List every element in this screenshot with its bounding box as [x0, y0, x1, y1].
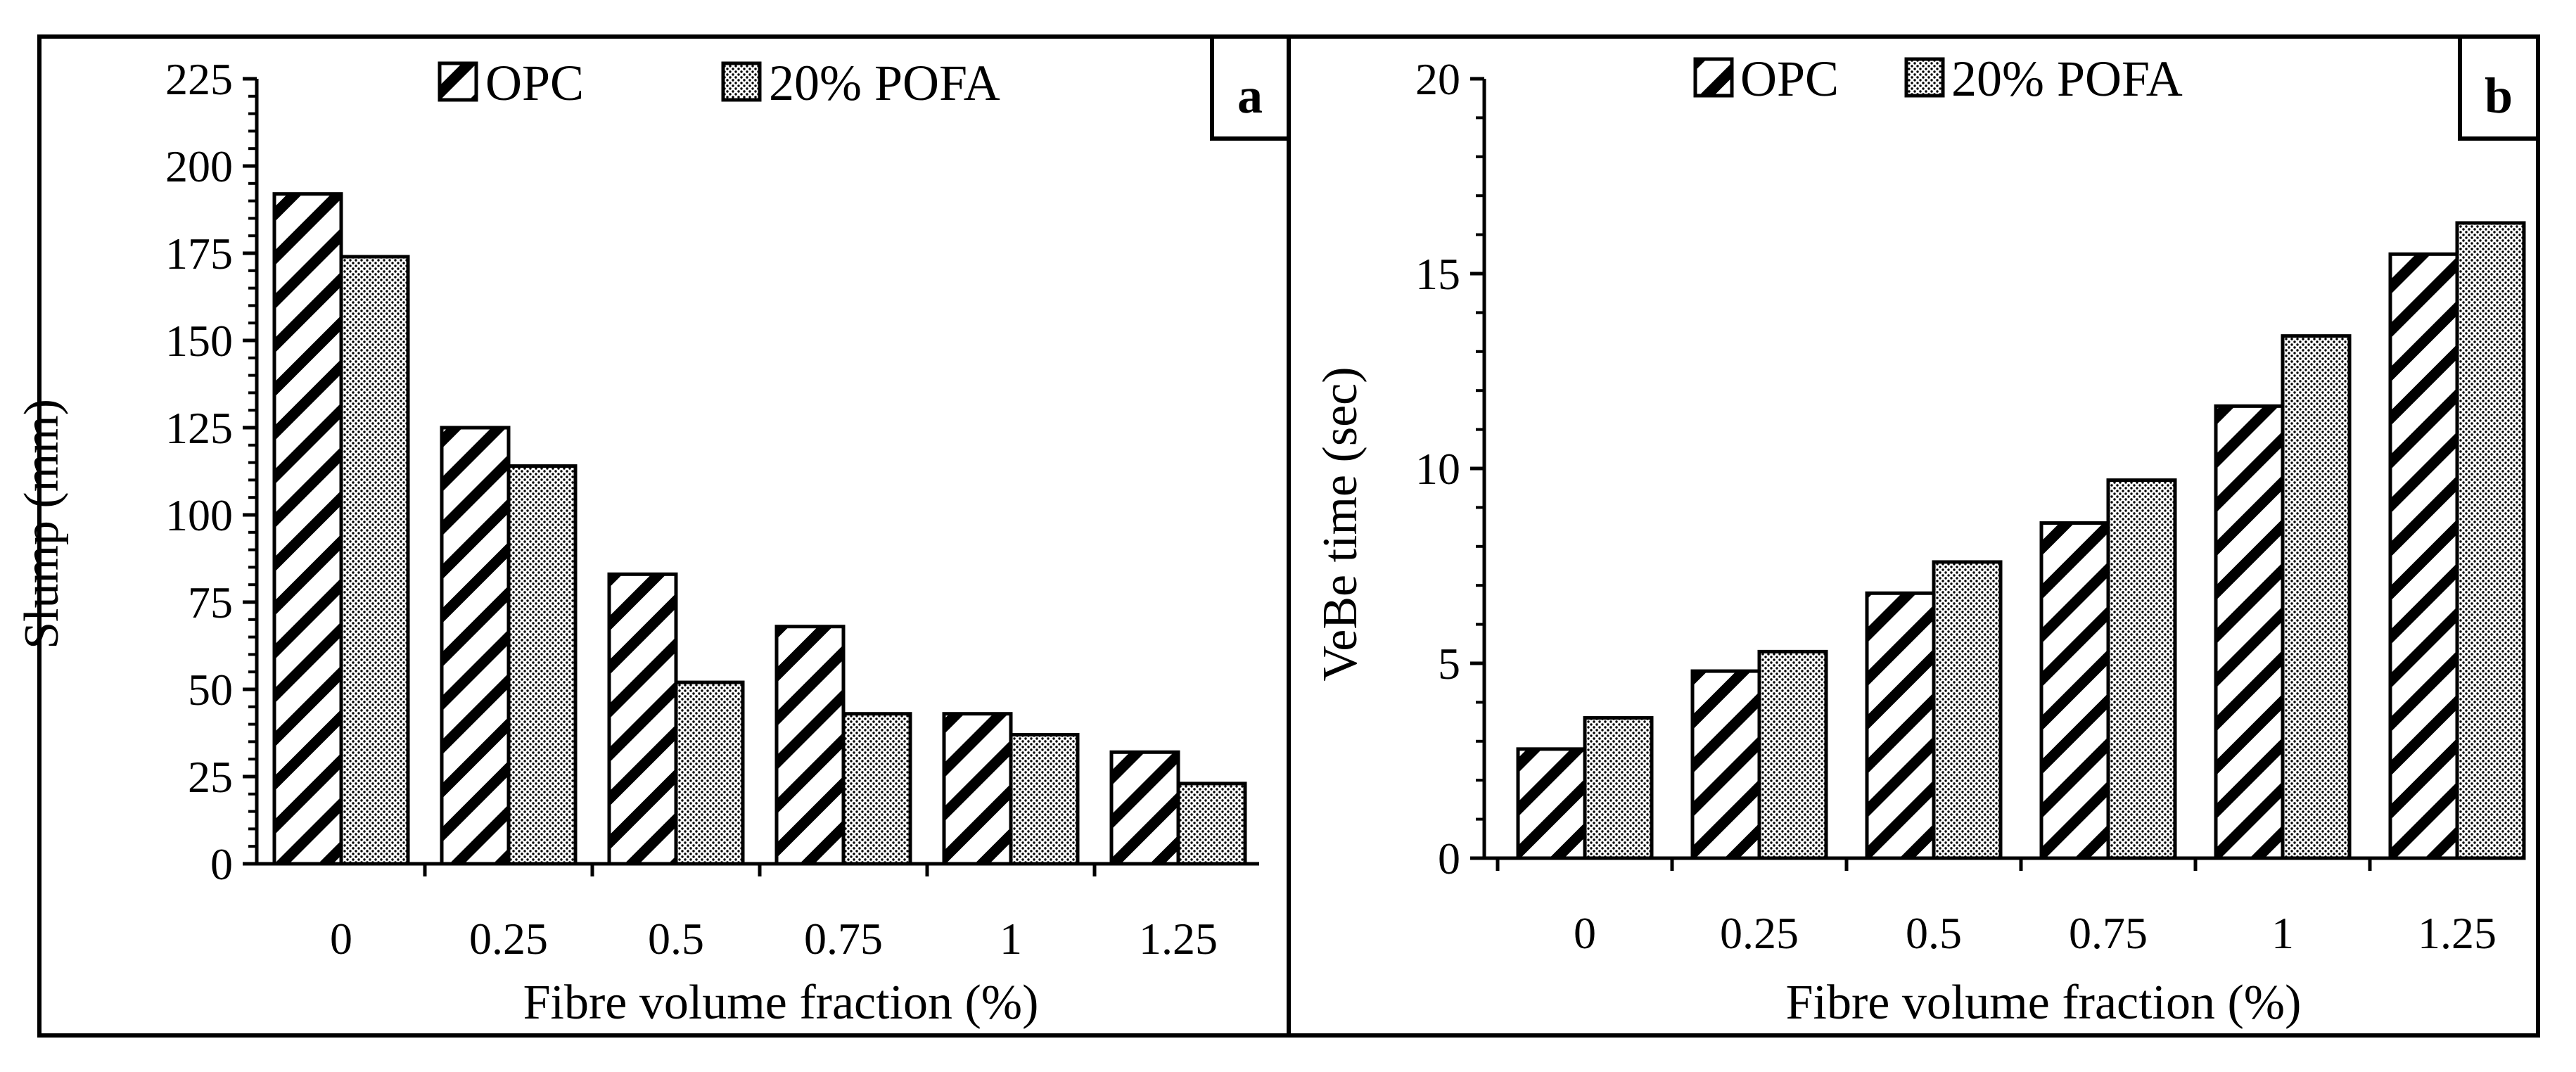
- panel-b-bar-opc: [2214, 404, 2285, 860]
- panel-a-y-tick-label: 0: [210, 839, 233, 889]
- panel-b-bar-pofa: [1932, 560, 2003, 860]
- panel-b-bar-pofa: [1757, 649, 1828, 860]
- panel-a-bar-pofa: [1009, 732, 1080, 866]
- panel-b-ylabel: VeBe time (sec): [1313, 366, 1367, 681]
- panel-a-y-tick-label: 225: [165, 54, 233, 104]
- panel-a-y-tick-label: 50: [188, 665, 233, 715]
- panel-b-x-tick-label: 0.75: [2069, 908, 2148, 958]
- panel-a-y-tick-label: 200: [165, 141, 233, 191]
- legend-swatch-pofa: [721, 61, 762, 102]
- panel-a-x-tick-label: 0.5: [648, 914, 704, 964]
- panel-b-y-tick-label: 15: [1415, 249, 1460, 299]
- legend-label-pofa: 20% POFA: [1951, 51, 2183, 107]
- panel-a-x-tick-label: 1: [1000, 914, 1022, 964]
- panel-a-letter-box: [1210, 34, 1291, 141]
- panel-b-letter: b: [2485, 68, 2513, 124]
- panel-a-y-tick-label: 150: [165, 316, 233, 366]
- panel-b-legend: OPC 20% POFA: [1693, 51, 2183, 107]
- panel-b-bar-opc: [1865, 591, 1936, 860]
- panel-b-x-tick-label: 0.5: [1906, 908, 1962, 958]
- panel-a-y-tick-label: 75: [188, 578, 233, 627]
- panel-b-bar-pofa: [1583, 716, 1654, 860]
- panel-a-y-tick-label: 25: [188, 752, 233, 802]
- panel-b-frame: [1287, 34, 2540, 1038]
- panel-b-y-tick-label: 10: [1415, 444, 1460, 494]
- panel-a-bar-opc: [1109, 750, 1180, 866]
- panel-a-bar-opc: [440, 426, 511, 866]
- panel-b: 0 5 10 15 20 0 0.25 0.5 0.75 1 1.25 VeBe time (sec…: [1287, 34, 2540, 1038]
- panel-a-y-tick-label: 175: [165, 229, 233, 279]
- panel-b-y-tick-label: 0: [1438, 834, 1460, 883]
- panel-a-y-tick-label: 125: [165, 403, 233, 453]
- panel-b-x-tick-label: 1.25: [2418, 908, 2497, 958]
- panel-a-bar-opc: [272, 192, 343, 866]
- panel-b-bar-opc: [2388, 252, 2459, 860]
- legend-swatch-pofa: [1904, 57, 1945, 98]
- panel-b-x-tick-label: 1: [2271, 908, 2294, 958]
- panel-a-bar-opc: [607, 572, 678, 866]
- panel-a-x-tick-label: 1.25: [1139, 914, 1218, 964]
- panel-a-letter: a: [1237, 68, 1263, 124]
- legend-swatch-opc: [438, 61, 478, 102]
- panel-a-bar-pofa: [506, 464, 578, 866]
- panel-b-bar-pofa: [2281, 334, 2352, 860]
- panel-a-ylabel: Slump (mm): [15, 399, 69, 649]
- panel-b-xlabel: Fibre volume fraction (%): [1786, 976, 2302, 1030]
- panel-b-x-tick-label: 0: [1574, 908, 1596, 958]
- panel-b-bar-opc: [1690, 669, 1761, 860]
- panel-a-bar-opc: [942, 712, 1013, 866]
- panel-b-plot: 0 5 10 15 20 0 0.25 0.5 0.75 1 1.25: [1415, 54, 2526, 958]
- panel-b-y-tick-label: 5: [1438, 639, 1460, 689]
- panel-b-bar-pofa: [2106, 478, 2177, 860]
- legend-label-opc: OPC: [1740, 51, 1839, 107]
- legend-label-opc: OPC: [485, 55, 584, 111]
- panel-a-bar-opc: [774, 625, 846, 866]
- panel-a-bar-pofa: [674, 680, 745, 866]
- panel-a-legend: OPC 20% POFA: [438, 55, 1000, 111]
- panel-b-y-tick-label: 20: [1415, 54, 1460, 104]
- panel-b-bar-opc: [2039, 521, 2110, 860]
- panel-b-bar-pofa: [2455, 221, 2526, 860]
- legend-label-pofa: 20% POFA: [769, 55, 1000, 111]
- panel-a: 0 25 50 75 100 125 150 175 200 225 0 0.25 0.5 0.75 1 1.…: [15, 34, 1291, 1038]
- panel-a-bar-pofa: [339, 255, 410, 866]
- panel-b-x-tick-label: 0.25: [1720, 908, 1799, 958]
- panel-a-x-tick-label: 0.25: [469, 914, 548, 964]
- legend-swatch-opc: [1693, 57, 1734, 98]
- panel-b-bar-opc: [1516, 747, 1587, 860]
- panel-a-plot: 0 25 50 75 100 125 150 175 200 225 0 0.25 0.5 0.75 1 1.…: [165, 54, 1259, 964]
- panel-a-xlabel: Fibre volume fraction (%): [523, 976, 1039, 1030]
- panel-a-x-tick-label: 0.75: [804, 914, 883, 964]
- panel-a-x-tick-label: 0: [330, 914, 352, 964]
- panel-a-y-tick-label: 100: [165, 490, 233, 540]
- panel-a-bar-pofa: [1176, 781, 1247, 866]
- panel-a-bar-pofa: [841, 712, 912, 866]
- panel-b-letter-box: [2458, 34, 2540, 141]
